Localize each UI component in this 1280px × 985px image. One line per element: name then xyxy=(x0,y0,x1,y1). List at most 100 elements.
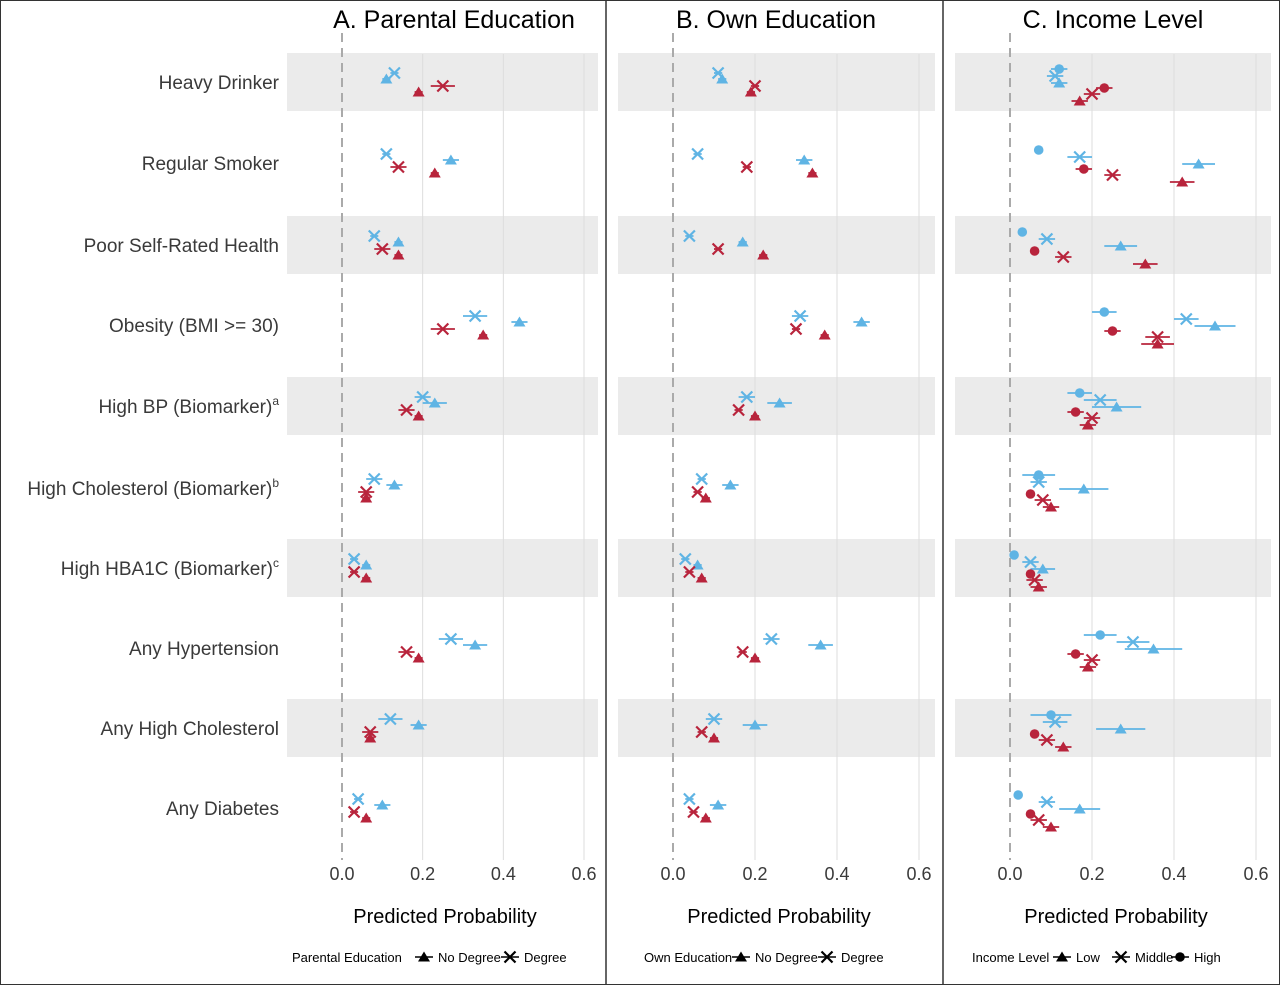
panel-2-series-0-point-4 xyxy=(1074,388,1085,398)
text-layer: A. Parental Education B. Own Education C… xyxy=(27,6,1268,965)
panel-0-series-1-point-3 xyxy=(513,316,526,327)
panel-1-series-1-point-8 xyxy=(749,719,761,730)
panel-2-series-4-point-8 xyxy=(1040,733,1054,747)
panel-0-series-2-point-2 xyxy=(376,242,389,256)
panel-2-series-2-point-5 xyxy=(1077,483,1090,494)
panel-2-series-5-point-0 xyxy=(1073,95,1086,106)
panel-1-series-0-point-3 xyxy=(793,309,807,323)
category-superscript-6: c xyxy=(273,556,279,570)
panel-0-series-3-point-8 xyxy=(364,732,377,743)
panel-2-series-0-point-2 xyxy=(1017,227,1028,237)
panel-2-series-4-point-9 xyxy=(1032,813,1045,827)
panel-1-series-3-point-4 xyxy=(749,410,761,421)
panel-1-series-0-point-9 xyxy=(683,792,696,806)
panel-2-series-1-point-9 xyxy=(1040,795,1054,809)
panel-0-series-3-point-3 xyxy=(477,329,490,340)
panel-0-series-1-point-0 xyxy=(380,73,393,84)
panel-2-band-8 xyxy=(955,699,1271,757)
panel-0-series-1-point-1 xyxy=(444,154,457,165)
panel-0-series-3-point-0 xyxy=(412,86,425,97)
panel-2-series-3-point-1 xyxy=(1079,164,1089,174)
panel-0-tick-1: 0.2 xyxy=(410,864,435,884)
legend-2-label-0: Low xyxy=(1076,950,1100,965)
panel-b-title: B. Own Education xyxy=(676,6,876,34)
panel-1-band-0 xyxy=(618,53,935,111)
panel-1-series-2-point-9 xyxy=(687,805,700,819)
panel-0-series-0-point-9 xyxy=(351,792,365,806)
category-superscript-4: a xyxy=(272,394,279,408)
panel-1-series-3-point-2 xyxy=(757,249,770,260)
panel-0-series-0-point-2 xyxy=(367,229,381,243)
panel-2-series-4-point-2 xyxy=(1057,250,1070,264)
panel-1-series-2-point-5 xyxy=(691,485,704,499)
panel-2-series-4-point-5 xyxy=(1036,493,1050,507)
panel-1-series-2-point-8 xyxy=(695,725,708,739)
panel-2-series-1-point-4 xyxy=(1093,393,1107,407)
panel-2-series-0-point-8 xyxy=(1046,710,1056,720)
legend-1-key-marker-0 xyxy=(735,951,747,962)
panel-2-series-5-point-9 xyxy=(1045,821,1057,832)
panel-2-series-3-point-6 xyxy=(1025,569,1036,579)
panel-2-series-1-point-1 xyxy=(1073,150,1086,164)
panel-2-series-2-point-3 xyxy=(1209,320,1221,331)
panel-1-tick-2: 0.4 xyxy=(824,864,849,884)
panel-0-series-1-point-4 xyxy=(428,397,441,408)
panel-0-series-2-point-8 xyxy=(363,725,377,739)
panel-1-series-1-point-5 xyxy=(724,479,737,490)
panel-1-series-2-point-2 xyxy=(711,242,725,256)
panel-0-series-0-point-3 xyxy=(468,309,482,323)
panel-2-band-6 xyxy=(955,539,1271,597)
legend-0-label-0: No Degree xyxy=(438,950,501,965)
panel-0-series-1-point-7 xyxy=(469,639,482,650)
panel-c-title: C. Income Level xyxy=(1023,6,1204,34)
panel-2-tick-2: 0.4 xyxy=(1161,864,1186,884)
panel-2-series-0-point-0 xyxy=(1054,64,1064,74)
category-label-3: Obesity (BMI >= 30) xyxy=(109,316,279,337)
panel-0-series-2-point-1 xyxy=(392,160,405,174)
panel-2-series-3-point-4 xyxy=(1070,407,1081,417)
panel-0-tick-3: 0.6 xyxy=(571,864,596,884)
legend-2-key-marker-0 xyxy=(1056,951,1068,962)
category-superscript-5: b xyxy=(272,476,279,490)
panel-2-series-0-point-3 xyxy=(1099,307,1110,317)
panel-0-band-0 xyxy=(287,53,598,111)
legend-1-label-0: No Degree xyxy=(755,950,818,965)
category-label-0: Heavy Drinker xyxy=(159,73,280,94)
panel-1-series-0-point-1 xyxy=(691,147,704,161)
legend-0-key-marker-1 xyxy=(503,950,517,964)
panel-a-x-axis-label: Predicted Probability xyxy=(353,906,536,928)
panel-1-series-1-point-0 xyxy=(716,73,729,84)
legend-0-label-1: Degree xyxy=(524,950,567,965)
panel-2-series-0-point-1 xyxy=(1033,145,1044,155)
panel-2-series-1-point-6 xyxy=(1024,555,1037,569)
panel-0-series-1-point-8 xyxy=(412,719,425,730)
panel-2-series-2-point-2 xyxy=(1114,240,1127,251)
panel-a-title: A. Parental Education xyxy=(333,6,575,34)
panel-0-series-2-point-6 xyxy=(347,565,361,579)
panel-1-series-1-point-1 xyxy=(798,154,811,165)
category-label-9: Any Diabetes xyxy=(166,799,279,820)
panel-0-series-3-point-2 xyxy=(392,249,405,260)
legend-c-title: Income Level xyxy=(972,950,1049,965)
legend-2-label-1: Middle xyxy=(1135,950,1173,965)
panel-1-series-3-point-6 xyxy=(695,572,708,583)
panel-0-tick-0: 0.0 xyxy=(329,864,354,884)
panel-0-band-2 xyxy=(287,216,598,274)
panel-0-series-2-point-4 xyxy=(400,403,413,417)
panel-c-x-axis-label: Predicted Probability xyxy=(1024,906,1207,928)
category-label-6: High HBA1C (Biomarker)c xyxy=(61,556,279,580)
panel-0-series-3-point-1 xyxy=(428,167,441,178)
panel-0-tick-2: 0.4 xyxy=(491,864,516,884)
panel-0-series-0-point-0 xyxy=(388,66,401,80)
panel-0-series-2-point-9 xyxy=(347,805,361,819)
panel-0-series-3-point-5 xyxy=(360,492,373,503)
panel-2-series-1-point-3 xyxy=(1180,312,1193,326)
panel-2-series-4-point-0 xyxy=(1085,87,1099,101)
panel-2-series-3-point-5 xyxy=(1025,489,1036,499)
panel-2-series-0-point-9 xyxy=(1013,790,1023,800)
category-label-7: Any Hypertension xyxy=(129,639,279,660)
panel-2-series-2-point-1 xyxy=(1192,158,1205,169)
legend-a-title: Parental Education xyxy=(292,950,402,965)
legend-2-label-2: High xyxy=(1194,950,1221,965)
